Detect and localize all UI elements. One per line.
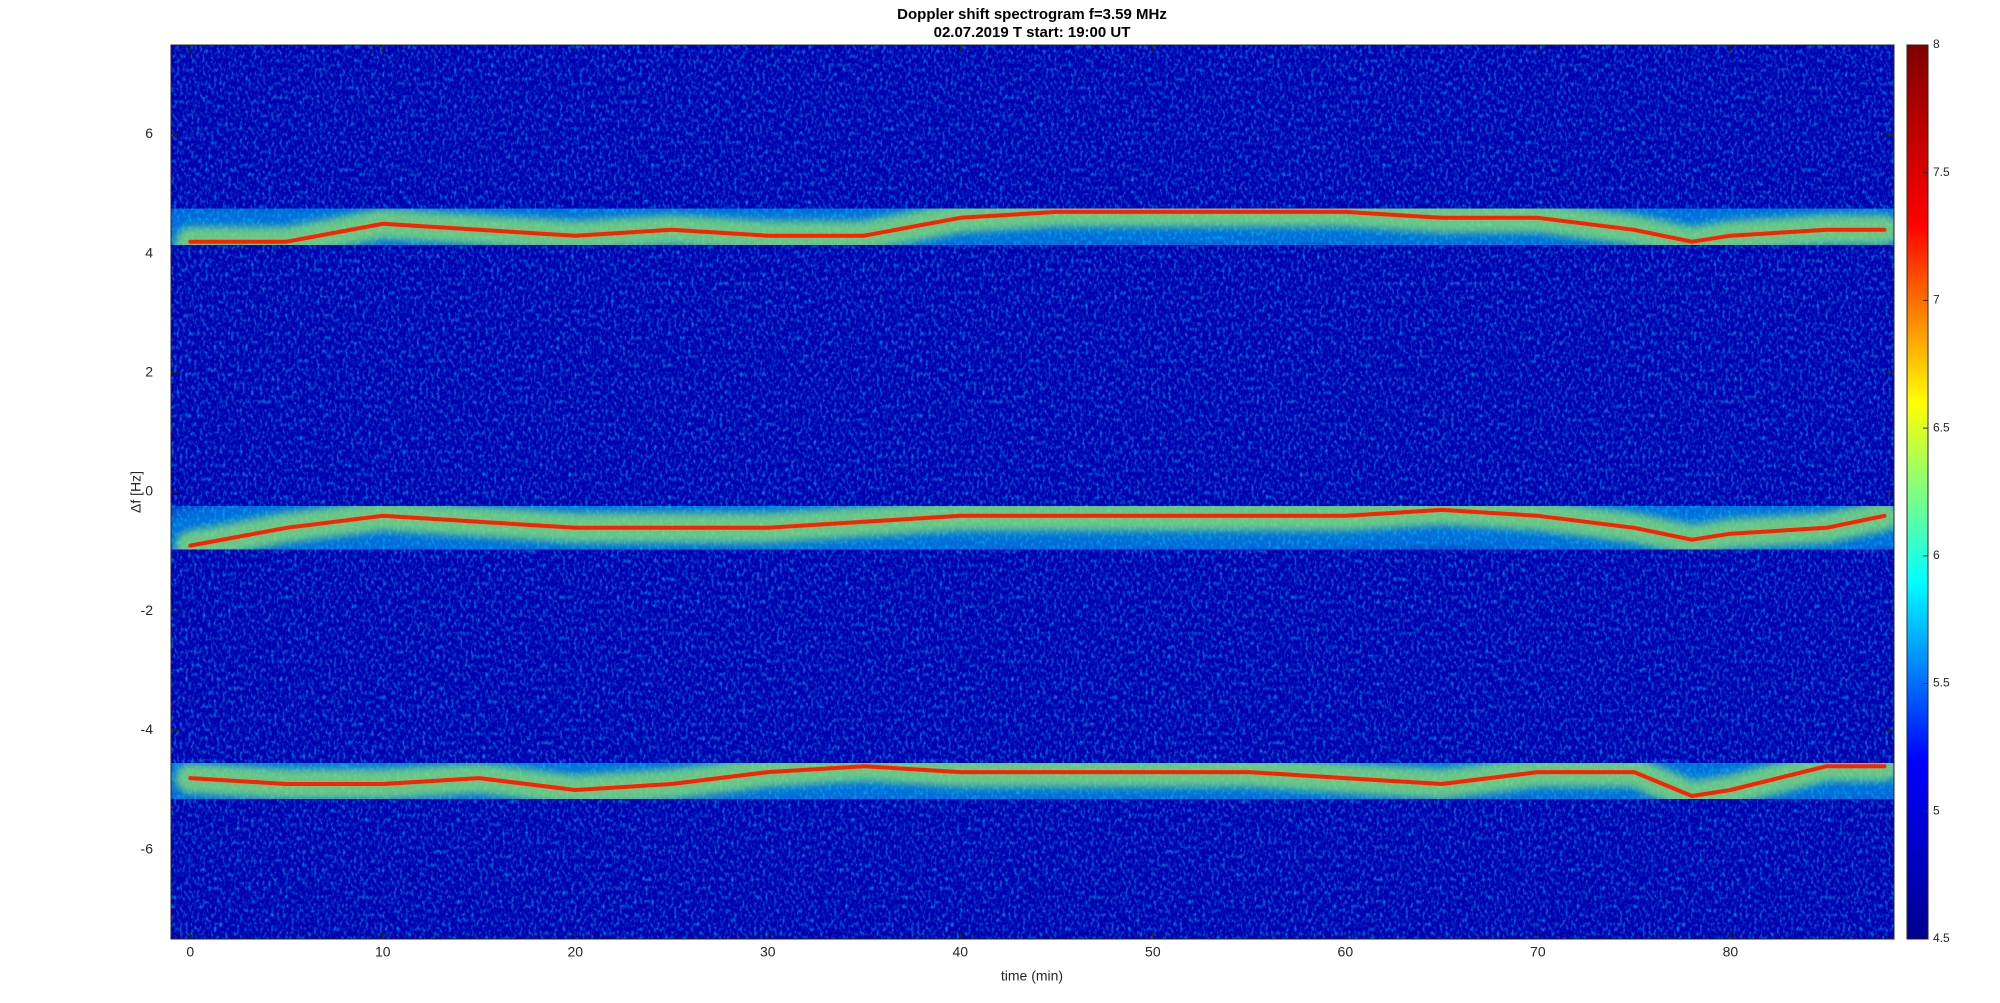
- colorbar-tick-label: 8: [1933, 37, 1940, 51]
- x-axis-label: time (min): [1001, 968, 1063, 984]
- colorbar-tick-label: 5.5: [1933, 676, 1950, 690]
- colorbar: [1906, 44, 1929, 940]
- colorbar-tick-label: 6: [1933, 548, 1940, 562]
- x-tick-label: 30: [760, 944, 776, 960]
- trace-line: [188, 764, 1887, 798]
- y-tick-label: 4: [145, 244, 153, 260]
- colorbar-tick-label: 5: [1933, 803, 1940, 817]
- x-tick-label: 10: [375, 944, 391, 960]
- x-tick-label: 60: [1338, 944, 1354, 960]
- y-tick-label: -2: [141, 602, 154, 618]
- y-tick-label: 6: [145, 125, 153, 141]
- plot-area: [171, 45, 1894, 939]
- trace-line: [188, 209, 1887, 244]
- colorbar-tick-label: 4.5: [1933, 931, 1950, 945]
- chart-title: Doppler shift spectrogram f=3.59 MHz: [897, 6, 1167, 23]
- y-tick-label: -4: [141, 721, 154, 737]
- x-tick-label: 80: [1723, 944, 1739, 960]
- colorbar-tick-label: 6.5: [1933, 420, 1950, 434]
- y-tick-label: 0: [145, 483, 153, 499]
- x-tick-label: 50: [1145, 944, 1161, 960]
- colorbar-tick-label: 7.5: [1933, 165, 1950, 179]
- x-tick-label: 70: [1530, 944, 1546, 960]
- y-tick-label: -6: [141, 840, 154, 856]
- y-tick-label: 2: [145, 364, 153, 380]
- colorbar-tick-label: 7: [1933, 293, 1940, 307]
- trace-line: [188, 507, 1887, 548]
- x-tick-label: 20: [567, 944, 583, 960]
- y-axis-label: Δf [Hz]: [128, 471, 144, 513]
- x-tick-label: 40: [953, 944, 969, 960]
- x-tick-label: 0: [186, 944, 194, 960]
- chart-subtitle: 02.07.2019 T start: 19:00 UT: [934, 24, 1131, 41]
